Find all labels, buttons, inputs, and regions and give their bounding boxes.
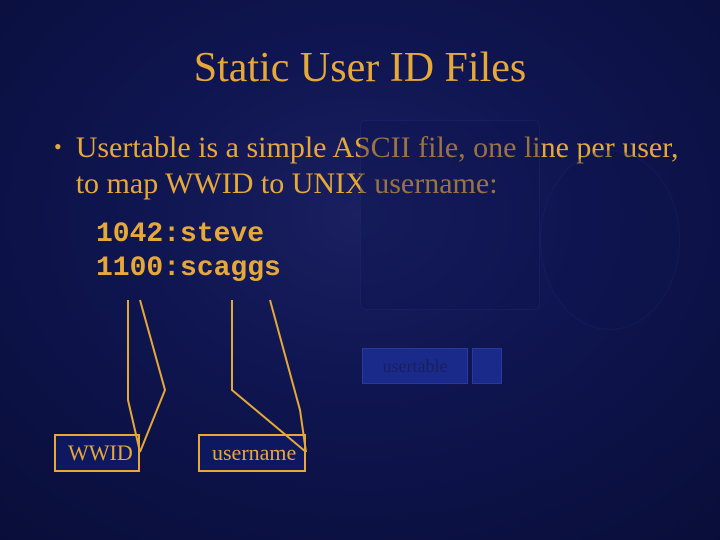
bg-decor-shape-1 (360, 120, 540, 310)
bullet-dot-icon: • (54, 130, 62, 164)
bg-decor-shape-2 (540, 150, 680, 330)
bg-box-usertable: usertable (362, 348, 468, 384)
label-wwid: WWID (54, 434, 140, 472)
slide-title: Static User ID Files (0, 0, 720, 92)
label-username: username (198, 434, 306, 472)
bg-box-right (472, 348, 502, 384)
